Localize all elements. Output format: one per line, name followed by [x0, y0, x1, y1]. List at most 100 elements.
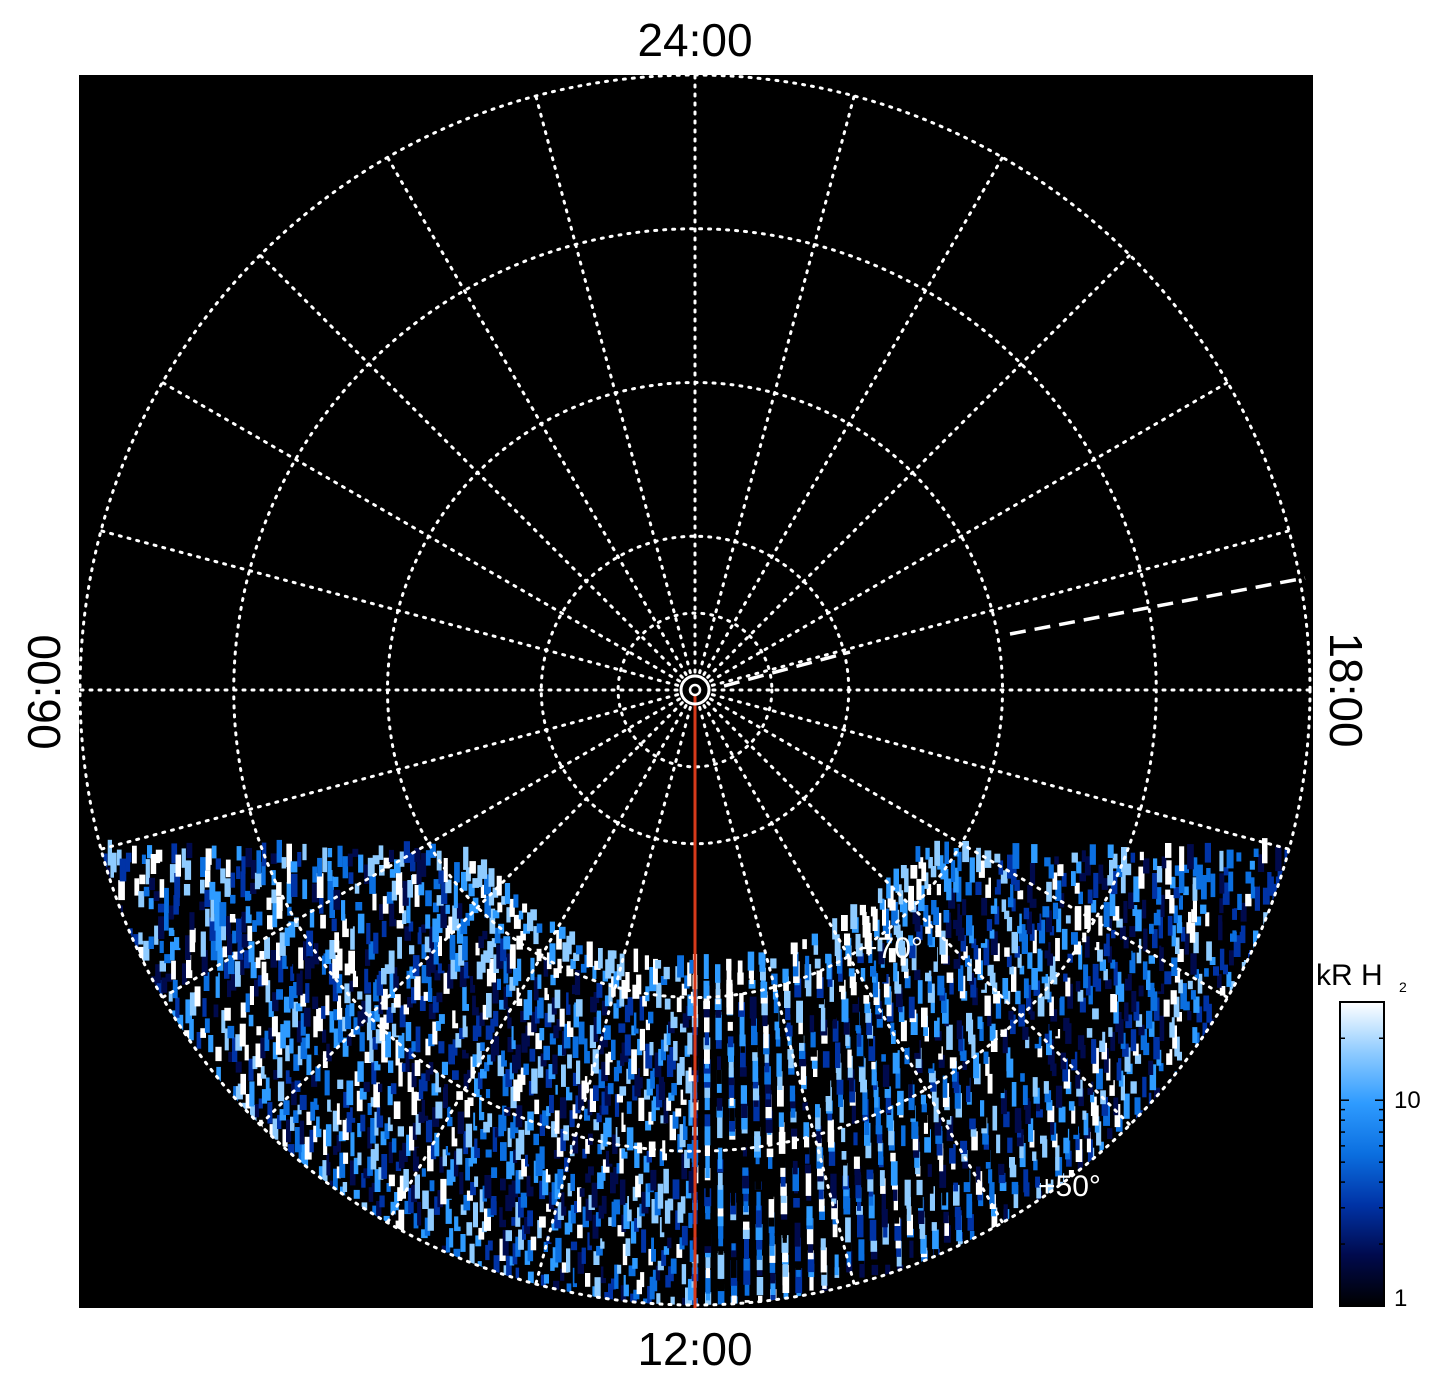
- emission-cell: [530, 1171, 536, 1187]
- emission-cell: [228, 951, 235, 975]
- emission-cell: [391, 1138, 397, 1153]
- emission-cell: [411, 1062, 417, 1088]
- emission-cell: [623, 1203, 630, 1229]
- emission-cell: [846, 1239, 852, 1252]
- emission-cell: [451, 1127, 458, 1147]
- emission-cell: [717, 1213, 724, 1227]
- emission-cell: [924, 1129, 931, 1153]
- emission-cell: [357, 935, 363, 960]
- emission-cell: [939, 1164, 947, 1188]
- emission-cell: [882, 899, 886, 926]
- emission-cell: [1152, 873, 1158, 899]
- emission-cell: [506, 984, 513, 997]
- emission-cell: [897, 930, 903, 949]
- emission-cell: [447, 964, 454, 989]
- emission-cell: [488, 868, 495, 887]
- emission-cell: [1226, 849, 1234, 869]
- emission-cell: [551, 997, 557, 1015]
- emission-cell: [355, 1040, 362, 1058]
- emission-cell: [917, 980, 923, 1004]
- emission-cell: [1169, 1017, 1175, 1038]
- emission-cell: [1218, 915, 1223, 941]
- emission-cell: [244, 950, 250, 969]
- emission-cell: [386, 1007, 394, 1023]
- emission-cell: [157, 903, 165, 913]
- emission-cell: [676, 1063, 682, 1085]
- emission-cell: [990, 898, 998, 914]
- emission-cell: [468, 1030, 476, 1050]
- emission-cell: [333, 1145, 338, 1155]
- emission-cell: [472, 897, 479, 914]
- emission-cell: [639, 996, 644, 1021]
- emission-cell: [1138, 866, 1145, 889]
- emission-cell: [859, 904, 866, 916]
- emission-cell: [1004, 910, 1010, 920]
- emission-cell: [790, 1100, 796, 1118]
- emission-cell: [1003, 1204, 1008, 1220]
- emission-cell: [794, 1237, 801, 1262]
- emission-cell: [507, 1127, 512, 1148]
- emission-cell: [294, 1127, 302, 1153]
- emission-cell: [370, 1149, 377, 1170]
- emission-cell: [496, 944, 504, 969]
- emission-cell: [459, 1027, 465, 1039]
- emission-cell: [739, 993, 744, 1011]
- emission-cell: [246, 969, 253, 986]
- emission-cell: [1088, 985, 1093, 1005]
- emission-cell: [945, 912, 952, 938]
- emission-cell: [181, 848, 186, 868]
- emission-cell: [191, 947, 197, 971]
- emission-cell: [611, 976, 616, 997]
- emission-cell: [1028, 1118, 1034, 1142]
- emission-cell: [518, 1229, 524, 1250]
- emission-cell: [437, 1190, 443, 1208]
- emission-cell: [647, 1286, 652, 1305]
- emission-cell: [439, 1156, 444, 1173]
- emission-cell: [239, 1023, 246, 1047]
- emission-cell: [397, 1126, 404, 1137]
- emission-cell: [465, 1158, 470, 1181]
- emission-cell: [256, 1026, 262, 1036]
- emission-cell: [1057, 864, 1064, 877]
- emission-cell: [373, 932, 379, 954]
- emission-cell: [397, 1187, 403, 1201]
- emission-cell: [1037, 948, 1043, 972]
- emission-cell: [1194, 969, 1199, 979]
- emission-cell: [931, 1215, 937, 1231]
- emission-cell: [165, 852, 172, 870]
- emission-cell: [687, 994, 695, 1016]
- emission-cell: [327, 861, 333, 881]
- emission-cell: [299, 1094, 307, 1110]
- emission-cell: [1250, 877, 1256, 899]
- emission-cell: [282, 1129, 288, 1147]
- emission-cell: [329, 1040, 336, 1051]
- emission-cell: [637, 1038, 643, 1056]
- emission-cell: [371, 1061, 377, 1085]
- emission-cell: [665, 1275, 671, 1288]
- emission-cell: [403, 1004, 409, 1015]
- emission-cell: [1103, 933, 1110, 957]
- emission-cell: [204, 1018, 210, 1033]
- emission-cell: [727, 1043, 735, 1056]
- emission-cell: [985, 1056, 990, 1076]
- emission-cell: [866, 1169, 874, 1180]
- emission-cell: [755, 1224, 763, 1240]
- emission-cell: [1187, 980, 1193, 990]
- emission-cell: [754, 1124, 760, 1139]
- emission-cell: [601, 1000, 608, 1016]
- emission-cell: [261, 861, 266, 886]
- emission-cell: [147, 845, 153, 859]
- emission-cell: [369, 875, 376, 894]
- emission-cell: [524, 1250, 531, 1265]
- emission-cell: [527, 990, 533, 1016]
- emission-cell: [1006, 1047, 1011, 1072]
- emission-cell: [756, 1277, 764, 1296]
- emission-cell: [1073, 941, 1081, 955]
- emission-cell: [984, 1139, 991, 1162]
- emission-cell: [468, 883, 475, 897]
- emission-cell: [705, 1269, 711, 1294]
- emission-cell: [877, 1140, 883, 1152]
- emission-cell: [1130, 1081, 1137, 1094]
- emission-cell: [396, 1011, 402, 1036]
- emission-cell: [298, 947, 304, 969]
